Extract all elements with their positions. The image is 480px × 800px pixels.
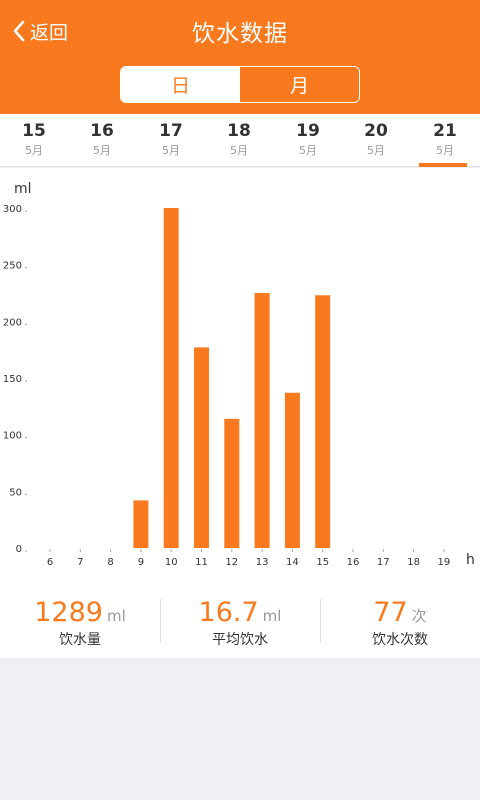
chart-bar: [163, 208, 179, 548]
date-item-21[interactable]: 21 5月: [411, 114, 479, 167]
y-tick-mark: [25, 436, 27, 439]
summary-stats: 1289 ml 饮水量 16.7 ml 平均饮水 77 次 饮水次数: [0, 585, 480, 658]
y-tick-label: 100: [3, 431, 22, 442]
date-day: 18: [227, 121, 251, 141]
y-tick-label: 200: [3, 317, 22, 328]
y-tick-mark: [25, 266, 27, 269]
stat-average-unit: ml: [262, 607, 282, 625]
x-tick-label: 14: [286, 557, 299, 568]
y-tick-label: 250: [3, 261, 22, 272]
x-tick-label: 8: [107, 557, 113, 568]
x-axis-label: h: [466, 552, 475, 568]
date-day: 16: [90, 121, 114, 141]
x-tick-label: 9: [138, 557, 144, 568]
date-month: 5月: [436, 144, 454, 157]
date-month: 5月: [367, 144, 385, 157]
drink-chart: ml h 0 50 100 150 200 250 300 6 7 8 9 10 11 12 13 14 15 16 1…: [0, 168, 480, 585]
date-month: 5月: [162, 144, 180, 157]
header-bar: 返回 饮水数据 日 月: [0, 0, 480, 114]
tab-month[interactable]: 月: [240, 67, 359, 102]
y-tick-mark: [25, 323, 27, 326]
chart-bar: [224, 418, 240, 548]
date-day: 17: [159, 121, 183, 141]
x-tick-label: 15: [316, 557, 329, 568]
date-month: 5月: [230, 144, 248, 157]
x-tick-label: 19: [438, 557, 451, 568]
date-day: 21: [433, 121, 457, 141]
date-item-16[interactable]: 16 5月: [68, 114, 136, 167]
y-tick-mark: [25, 550, 27, 552]
y-tick-label: 50: [9, 487, 22, 498]
stat-total-value: 1289: [34, 597, 103, 628]
selected-date-indicator: [419, 163, 467, 167]
date-item-18[interactable]: 18 5月: [205, 114, 273, 167]
x-tick-label: 18: [407, 557, 420, 568]
tab-day[interactable]: 日: [121, 67, 240, 102]
date-day: 15: [22, 121, 46, 141]
y-tick-mark: [25, 493, 27, 496]
y-tick-label: 150: [3, 374, 22, 385]
date-month: 5月: [299, 144, 317, 157]
chart-bar: [194, 347, 209, 548]
chart-bar: [284, 392, 300, 548]
stat-count-unit: 次: [411, 607, 427, 625]
x-tick-label: 7: [77, 557, 83, 568]
x-tick-label: 12: [225, 557, 238, 568]
stat-average: 16.7 ml 平均饮水: [160, 585, 320, 658]
date-item-15[interactable]: 15 5月: [0, 114, 68, 167]
date-month: 5月: [93, 144, 111, 157]
date-day: 19: [296, 121, 320, 141]
y-tick-mark: [25, 210, 27, 212]
x-tick-label: 6: [47, 557, 53, 568]
chevron-left-icon: [13, 20, 25, 42]
x-tick-label: 16: [347, 557, 360, 568]
chart-bar: [315, 295, 331, 548]
date-day: 20: [364, 121, 388, 141]
date-month: 5月: [25, 144, 43, 157]
x-tick-label: 10: [165, 557, 178, 568]
date-item-20[interactable]: 20 5月: [342, 114, 410, 167]
y-tick-label: 300: [3, 204, 22, 215]
x-tick-label: 13: [256, 557, 269, 568]
stat-average-value: 16.7: [198, 597, 259, 628]
y-tick-mark: [25, 380, 27, 382]
chart-bar: [133, 500, 149, 548]
date-selector: 15 5月 16 5月 17 5月 18 5月 19 5月 20 5月 21 5…: [0, 114, 480, 167]
chart-bar: [254, 293, 270, 548]
stat-count: 77 次 饮水次数: [320, 585, 480, 658]
y-tick-label: 0: [16, 544, 22, 555]
date-item-17[interactable]: 17 5月: [137, 114, 205, 167]
stat-count-label: 饮水次数: [372, 632, 428, 648]
stat-average-label: 平均饮水: [212, 632, 268, 648]
bar-chart: ml h 0 50 100 150 200 250 300 6 7 8 9 10 11 12 13 14 15 16 1…: [3, 181, 475, 568]
y-axis-label: ml: [14, 181, 32, 197]
period-segmented-control: 日 月: [120, 66, 360, 103]
back-label: 返回: [30, 21, 69, 44]
page-title: 饮水数据: [192, 21, 288, 47]
stat-total: 1289 ml 饮水量: [0, 585, 160, 658]
stat-count-value: 77: [373, 597, 408, 628]
stat-total-label: 饮水量: [59, 632, 101, 648]
date-item-19[interactable]: 19 5月: [274, 114, 342, 167]
stat-total-unit: ml: [106, 607, 126, 625]
x-tick-label: 17: [377, 557, 390, 568]
back-button[interactable]: 返回: [12, 16, 68, 46]
x-tick-label: 11: [195, 557, 208, 568]
